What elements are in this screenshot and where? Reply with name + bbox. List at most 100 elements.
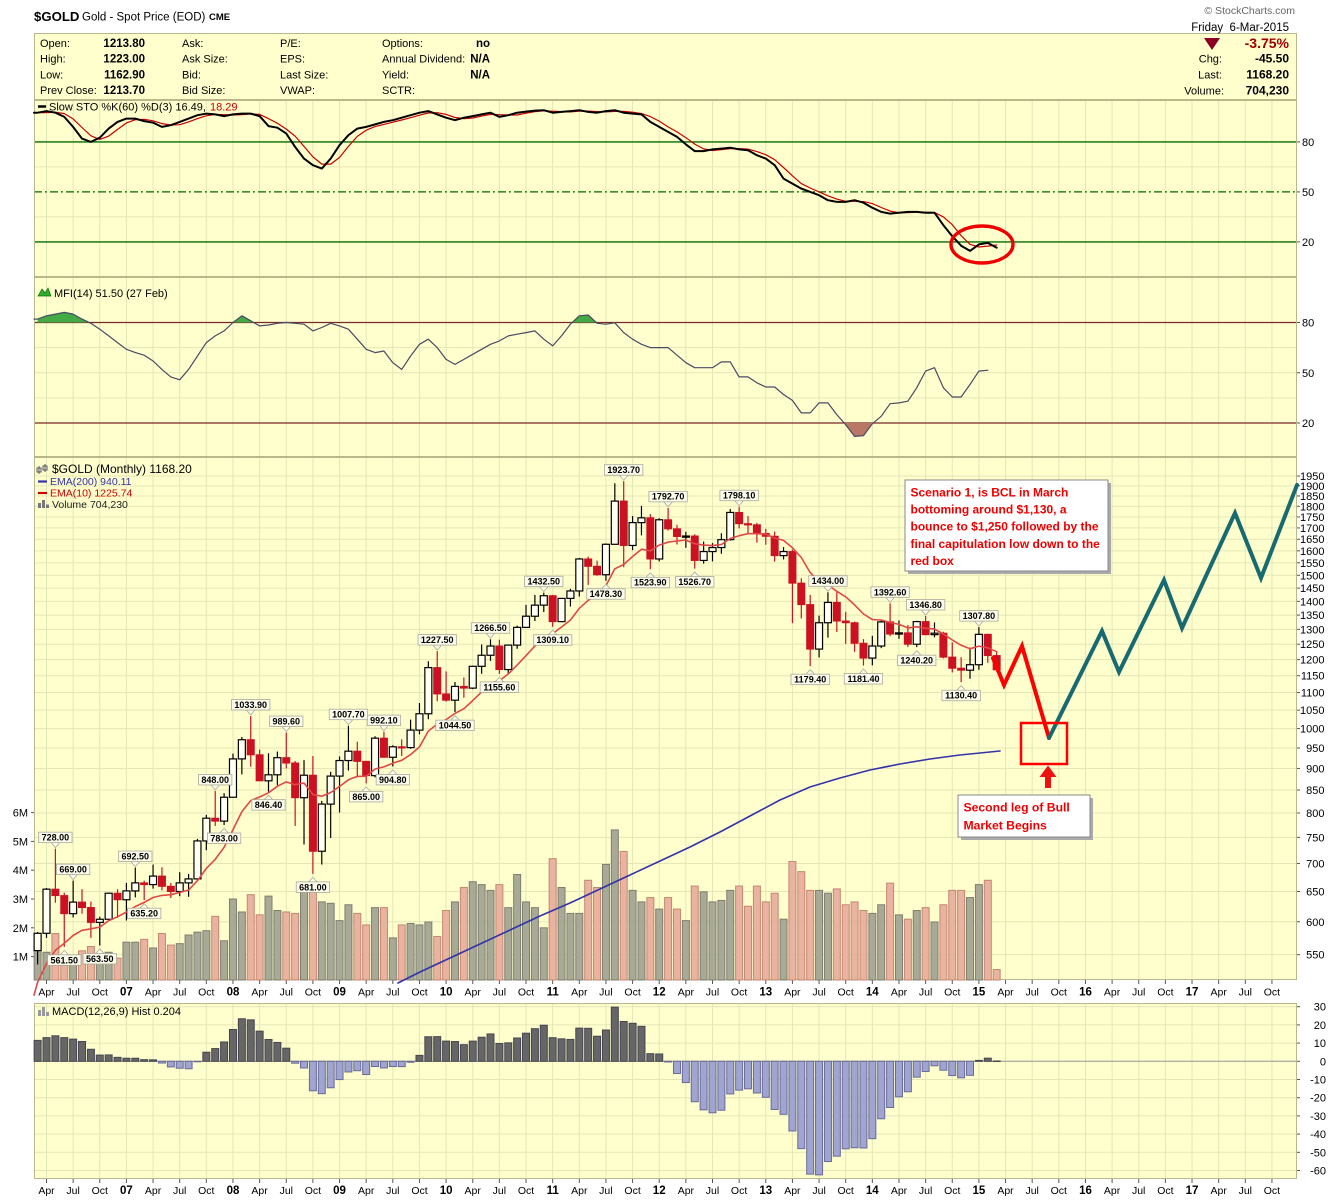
svg-text:no: no: [476, 38, 490, 50]
svg-text:Oct: Oct: [411, 1185, 427, 1197]
svg-text:12: 12: [653, 1185, 666, 1197]
svg-text:5M: 5M: [13, 836, 28, 848]
svg-text:11: 11: [547, 987, 560, 999]
svg-text:Oct: Oct: [411, 987, 427, 999]
svg-text:1200: 1200: [1300, 655, 1324, 667]
svg-text:17: 17: [1186, 987, 1199, 999]
svg-text:Oct: Oct: [198, 987, 214, 999]
svg-text:1750: 1750: [1300, 512, 1324, 524]
svg-text:-50: -50: [1310, 1147, 1326, 1159]
svg-text:Jul: Jul: [280, 987, 293, 999]
svg-text:3M: 3M: [13, 894, 28, 906]
svg-text:Apr: Apr: [465, 1185, 482, 1197]
svg-text:1550: 1550: [1300, 558, 1324, 570]
svg-text:Apr: Apr: [251, 1185, 268, 1197]
svg-text:992.10: 992.10: [370, 716, 398, 726]
svg-text:Volume:: Volume:: [1184, 86, 1224, 98]
svg-text:Apr: Apr: [38, 987, 55, 999]
svg-text:Second leg of Bull: Second leg of Bull: [964, 801, 1070, 815]
svg-text:Oct: Oct: [92, 1185, 108, 1197]
svg-text:1600: 1600: [1300, 546, 1324, 558]
svg-text:Apr: Apr: [145, 987, 162, 999]
svg-text:1150: 1150: [1301, 671, 1325, 683]
svg-text:1000: 1000: [1300, 724, 1324, 736]
svg-text:Apr: Apr: [38, 1185, 55, 1197]
svg-text:$GOLD: $GOLD: [34, 9, 79, 24]
svg-text:Oct: Oct: [1051, 987, 1067, 999]
svg-text:15: 15: [973, 1185, 986, 1197]
svg-text:VWAP:: VWAP:: [280, 85, 315, 97]
svg-text:Oct: Oct: [944, 1185, 960, 1197]
svg-text:-40: -40: [1310, 1129, 1326, 1141]
svg-text:1155.60: 1155.60: [483, 682, 515, 692]
svg-text:Oct: Oct: [838, 1185, 854, 1197]
svg-text:1179.40: 1179.40: [794, 675, 826, 685]
svg-text:1240.20: 1240.20: [900, 656, 933, 666]
svg-text:4M: 4M: [13, 865, 28, 877]
svg-text:20: 20: [1314, 1020, 1326, 1032]
svg-text:950: 950: [1306, 743, 1324, 755]
svg-text:Apr: Apr: [358, 1185, 375, 1197]
svg-text:1223.00: 1223.00: [103, 54, 145, 66]
svg-text:Apr: Apr: [1211, 1185, 1228, 1197]
svg-text:1432.50: 1432.50: [528, 577, 561, 587]
svg-text:Jul: Jul: [1132, 1185, 1145, 1197]
svg-text:1798.10: 1798.10: [723, 491, 756, 501]
svg-text:Slow STO %K(60) %D(3) 16.49,: Slow STO %K(60) %D(3) 16.49,: [49, 102, 206, 114]
svg-text:1800: 1800: [1300, 501, 1324, 513]
svg-text:Market Begins: Market Begins: [964, 819, 1048, 833]
svg-text:Apr: Apr: [1104, 987, 1121, 999]
svg-text:Last Size:: Last Size:: [280, 69, 328, 81]
svg-text:Jul: Jul: [812, 1185, 825, 1197]
svg-text:P/E:: P/E:: [280, 38, 301, 50]
svg-text:1100: 1100: [1301, 688, 1325, 700]
svg-text:13: 13: [759, 987, 772, 999]
svg-text:13: 13: [759, 1185, 772, 1197]
svg-text:1500: 1500: [1300, 570, 1324, 582]
svg-text:Apr: Apr: [891, 987, 908, 999]
svg-text:1650: 1650: [1300, 534, 1324, 546]
svg-text:Oct: Oct: [1157, 987, 1173, 999]
svg-text:669.00: 669.00: [59, 865, 87, 875]
svg-text:Apr: Apr: [997, 987, 1014, 999]
svg-text:-60: -60: [1310, 1166, 1326, 1178]
svg-text:1044.50: 1044.50: [439, 721, 472, 731]
svg-text:EMA(10) 1225.74: EMA(10) 1225.74: [50, 488, 132, 500]
svg-text:6M: 6M: [13, 808, 28, 820]
svg-text:Oct: Oct: [305, 987, 321, 999]
svg-text:1350: 1350: [1300, 610, 1324, 622]
svg-text:1266.50: 1266.50: [474, 623, 507, 633]
svg-text:30: 30: [1314, 1002, 1326, 1014]
svg-text:Scenario 1, is BCL in March: Scenario 1, is BCL in March: [911, 486, 1069, 500]
svg-text:Jul: Jul: [280, 1185, 293, 1197]
svg-text:Apr: Apr: [145, 1185, 162, 1197]
svg-text:Jul: Jul: [66, 987, 79, 999]
svg-text:1850: 1850: [1300, 491, 1324, 503]
svg-text:Bid:: Bid:: [182, 69, 201, 81]
svg-text:800: 800: [1306, 808, 1324, 820]
svg-text:550: 550: [1306, 950, 1324, 962]
svg-text:563.50: 563.50: [86, 954, 114, 964]
svg-text:Apr: Apr: [571, 1185, 588, 1197]
svg-text:Low:: Low:: [40, 69, 63, 81]
svg-text:1307.80: 1307.80: [963, 611, 996, 621]
svg-text:1900: 1900: [1300, 481, 1324, 493]
svg-text:Oct: Oct: [944, 987, 960, 999]
svg-text:600: 600: [1306, 917, 1324, 929]
svg-text:18.29: 18.29: [210, 102, 238, 114]
svg-text:07: 07: [120, 987, 133, 999]
svg-text:1346.80: 1346.80: [909, 600, 942, 610]
svg-text:1130.40: 1130.40: [945, 691, 977, 701]
svg-text:635.20: 635.20: [130, 909, 158, 919]
svg-text:1168.20: 1168.20: [1246, 68, 1289, 82]
svg-text:17: 17: [1186, 1185, 1199, 1197]
svg-text:CME: CME: [209, 12, 230, 23]
svg-text:Oct: Oct: [838, 987, 854, 999]
svg-text:Jul: Jul: [1239, 987, 1252, 999]
svg-text:1300: 1300: [1300, 624, 1324, 636]
svg-text:1162.90: 1162.90: [104, 69, 145, 81]
svg-text:Oct: Oct: [1157, 1185, 1173, 1197]
svg-text:Ask:: Ask:: [182, 38, 203, 50]
svg-text:Apr: Apr: [358, 987, 375, 999]
svg-text:Ask Size:: Ask Size:: [182, 54, 228, 66]
